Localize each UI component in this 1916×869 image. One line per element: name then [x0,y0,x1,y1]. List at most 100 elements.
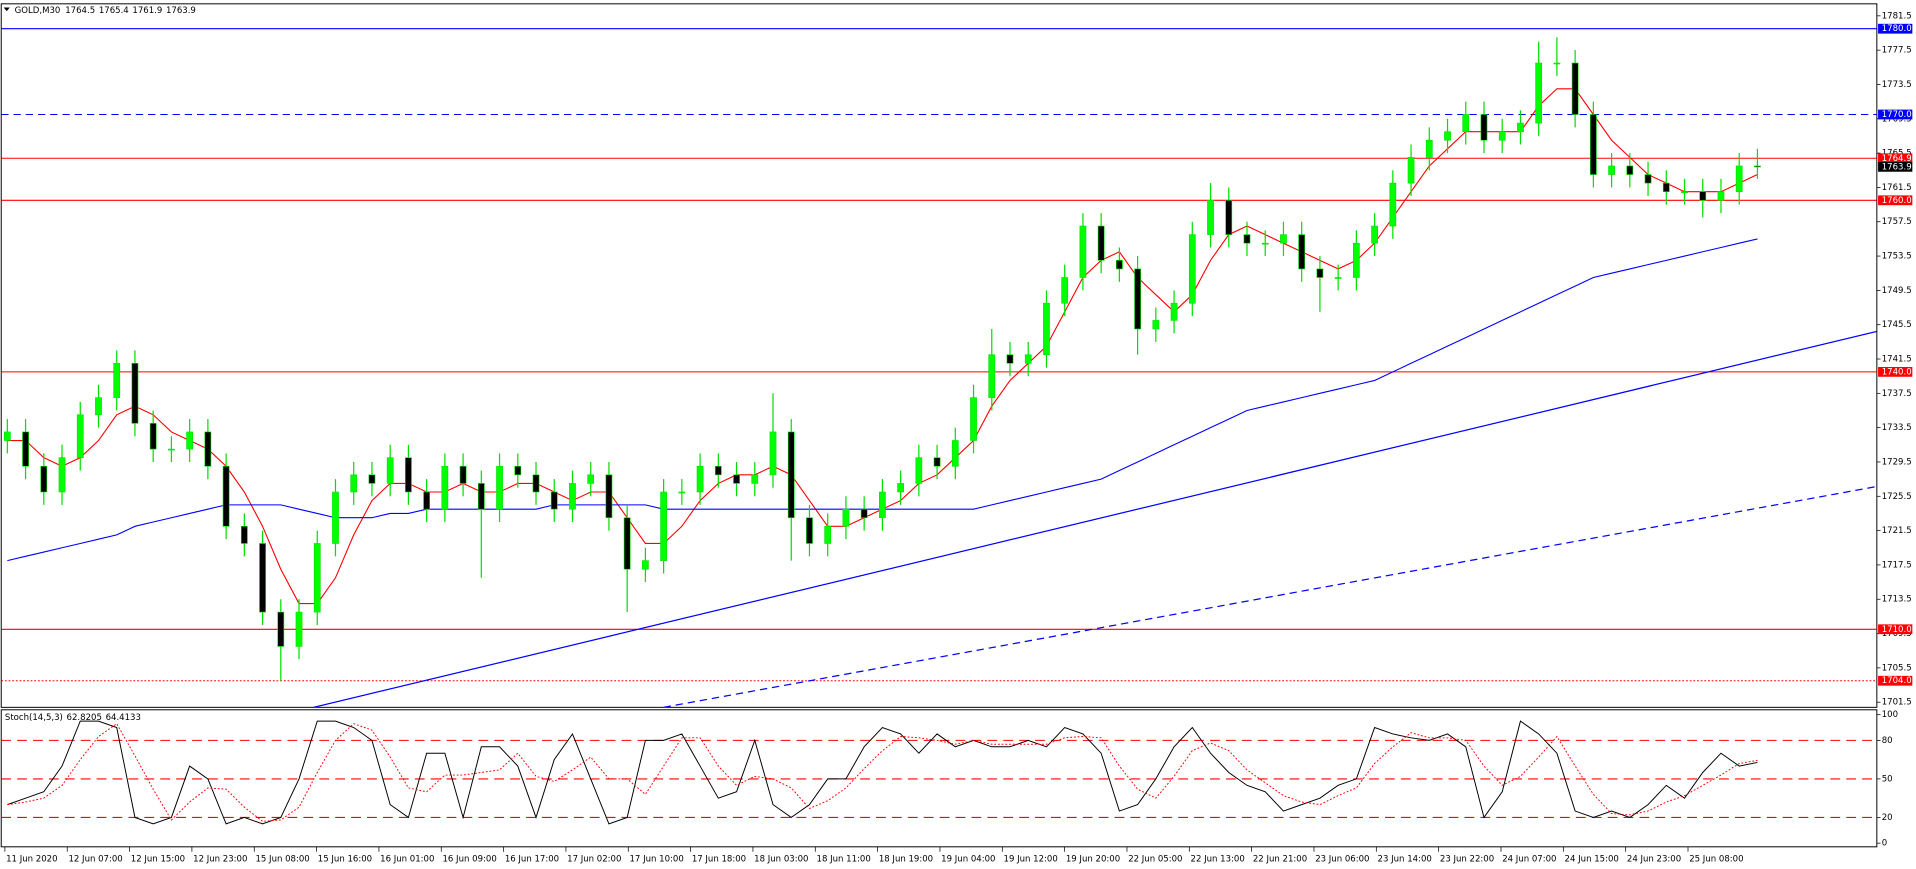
y-tick-label: 1749.5 [1882,286,1912,296]
candle-body [95,397,102,416]
candle-body [441,465,449,510]
candle-body [332,491,339,544]
level-label-box [1878,23,1913,34]
candle-body [1116,260,1123,270]
candle-body [168,448,175,451]
y-tick-label: 1761.5 [1882,183,1912,193]
candle-body [1134,268,1141,330]
candle-body [751,474,759,484]
candle-body [1407,157,1415,184]
trend-line [663,485,1877,708]
candle-body [1535,62,1543,124]
stoch-line [7,720,1758,825]
candle-body [769,431,777,476]
y-tick-label: 1781.5 [1882,11,1912,21]
x-tick-label: 18 Jun 19:00 [879,855,933,865]
x-tick-label: 17 Jun 02:00 [567,855,621,865]
x-tick-label: 16 Jun 17:00 [505,855,559,865]
y-tick-label: 1729.5 [1882,457,1912,467]
trend-line [313,330,1877,708]
level-label: 1710.0 [1882,625,1912,635]
y-tick-label: 50 [1882,774,1893,784]
candle-body [313,543,321,613]
candle-body [1097,225,1105,261]
x-tick-label: 17 Jun 10:00 [629,855,683,865]
level-label-box [1878,624,1913,635]
candle-body [58,457,66,493]
candle-body [423,491,430,510]
candle-body [3,431,11,441]
candle-body [204,431,212,467]
x-tick-label: 15 Jun 08:00 [255,855,309,865]
candle-body [1389,182,1397,227]
y-tick-label: 1757.5 [1882,217,1912,227]
candle-body [1425,139,1433,158]
candle-body [1371,225,1378,244]
x-tick-label: 12 Jun 15:00 [131,855,185,865]
x-tick-label: 22 Jun 13:00 [1191,855,1245,865]
candle-body [1061,277,1069,304]
candle-body [1316,268,1324,278]
candle-body [860,508,868,519]
candle-body [40,465,48,493]
candle-body [1261,242,1269,245]
y-tick-label: 1773.5 [1882,80,1912,90]
candle-body [1735,165,1743,193]
x-tick-label: 18 Jun 03:00 [754,855,808,865]
candle-body [186,431,194,450]
y-tick-label: 1745.5 [1882,320,1912,330]
candle-body [1188,234,1196,304]
y-tick-label: 1721.5 [1882,526,1912,536]
candle-body [1280,234,1287,244]
x-tick-label: 23 Jun 22:00 [1440,855,1494,865]
candle-body [1170,302,1178,321]
candle-body [678,491,686,494]
y-tick-label: 1733.5 [1882,423,1912,433]
candle-body [1717,191,1725,201]
candle-body [222,465,230,527]
x-tick-label: 22 Jun 21:00 [1253,855,1307,865]
candle-body [1444,131,1451,141]
x-tick-label: 12 Jun 23:00 [193,855,247,865]
candle-body [113,362,121,398]
x-tick-label: 17 Jun 18:00 [692,855,746,865]
x-tick-label: 11 Jun 2020 [6,855,57,865]
candle-body [951,440,959,467]
y-tick-label: 1717.5 [1882,560,1912,570]
stoch-main-value: 62.8205 [67,713,102,723]
candle-body [1043,302,1050,356]
candle-body [660,491,667,561]
candle-body [1024,354,1032,364]
level-label: 1740.0 [1882,367,1912,377]
candle-body [623,517,631,570]
menu-icon[interactable] [3,7,10,12]
y-tick-label: 20 [1882,813,1893,823]
x-tick-label: 19 Jun 04:00 [941,855,995,865]
stoch-plot [1,720,1877,825]
candle-body [696,465,704,493]
stoch-title: Stoch(14,5,3) [5,713,63,723]
candle-body [259,543,266,613]
candle-body [1608,165,1615,175]
candle-body [733,474,740,484]
candle-body [496,465,503,510]
chart-header: GOLD,M30 1764.5 1765.4 1761.9 1763.9 [15,5,196,15]
candle-body [806,517,813,544]
x-tick-label: 15 Jun 16:00 [318,855,372,865]
candle-body [988,354,996,398]
candle-body [1589,114,1597,175]
candle-body [477,483,485,510]
y-tick-label: 1753.5 [1882,252,1912,262]
y-tick-label: 80 [1882,736,1893,746]
candle-body [915,457,923,484]
candle-body [240,526,248,544]
y-tick-label: 1737.5 [1882,389,1912,399]
candle-body [405,457,412,493]
candle-body [1571,62,1579,115]
price-label: 1763.9 [1882,162,1912,172]
candle-body [642,560,649,570]
header-open: 1764.5 [65,5,95,15]
